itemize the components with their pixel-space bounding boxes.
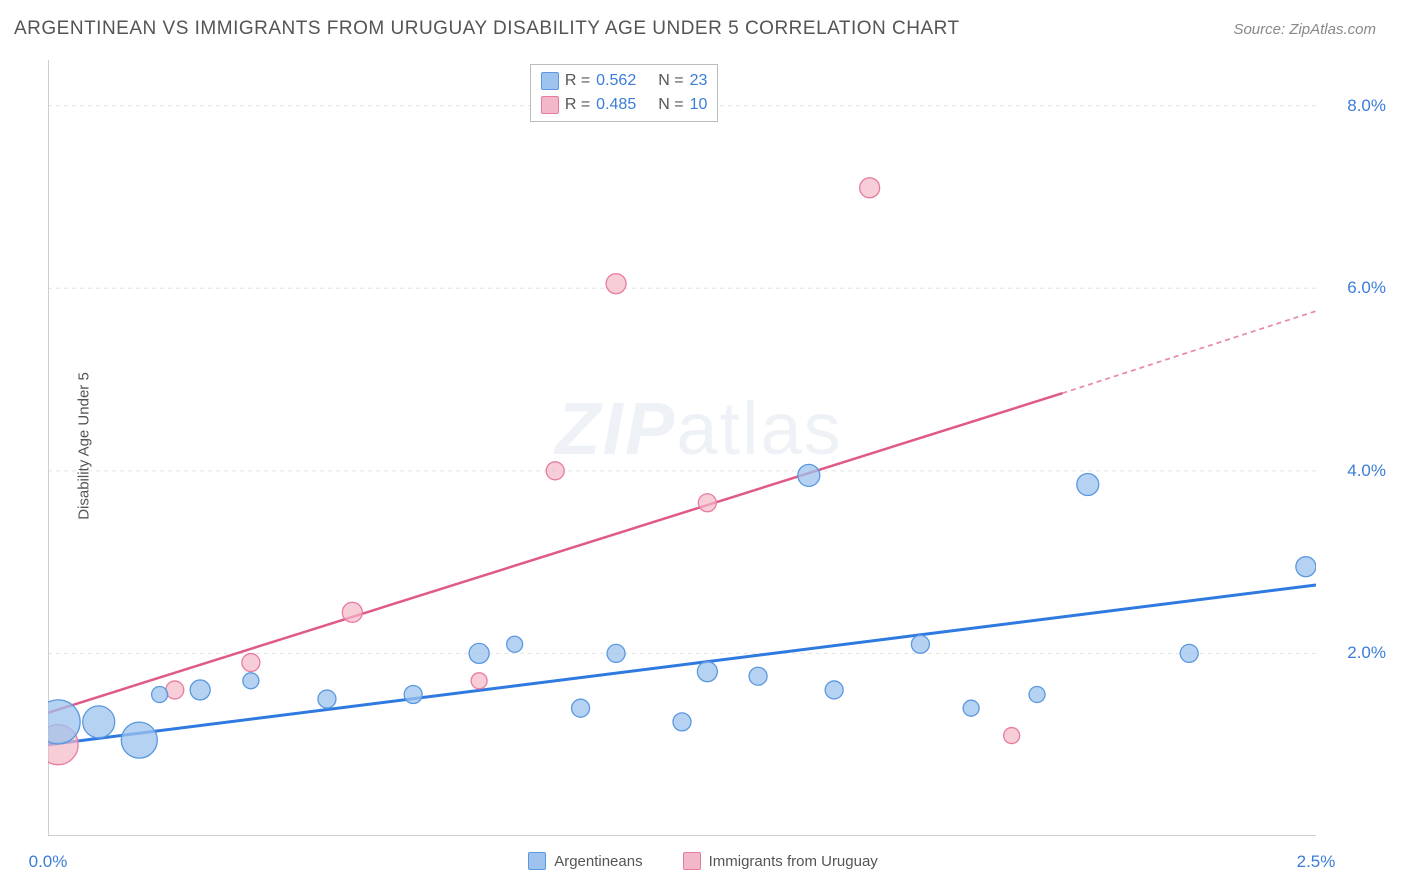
x-tick-label: 0.0% (29, 852, 68, 872)
legend-swatch-icon (528, 852, 546, 870)
correlation-legend: R = 0.562 N = 23 R = 0.485 N = 10 (530, 64, 719, 122)
scatter-chart-svg (48, 60, 1316, 836)
legend-item-argentineans: Argentineans (528, 852, 642, 870)
legend-item-uruguay: Immigrants from Uruguay (683, 852, 878, 870)
chart-area: R = 0.562 N = 23 R = 0.485 N = 10 ZIPatl… (48, 60, 1316, 836)
series-legend: Argentineans Immigrants from Uruguay (0, 852, 1406, 870)
r-value: 0.485 (596, 93, 636, 117)
legend-row-argentineans: R = 0.562 N = 23 (541, 69, 708, 93)
legend-label: Argentineans (554, 853, 642, 870)
source-label: Source: ZipAtlas.com (1233, 21, 1376, 38)
y-tick-label: 6.0% (1347, 278, 1386, 298)
y-tick-label: 4.0% (1347, 461, 1386, 481)
n-value: 23 (690, 69, 708, 93)
n-value: 10 (690, 93, 708, 117)
y-tick-label: 8.0% (1347, 96, 1386, 116)
legend-swatch-icon (541, 72, 559, 90)
legend-row-uruguay: R = 0.485 N = 10 (541, 93, 708, 117)
chart-title: ARGENTINEAN VS IMMIGRANTS FROM URUGUAY D… (14, 18, 960, 40)
legend-swatch-icon (683, 852, 701, 870)
x-tick-label: 2.5% (1297, 852, 1336, 872)
r-value: 0.562 (596, 69, 636, 93)
legend-swatch-icon (541, 96, 559, 114)
y-tick-label: 2.0% (1347, 643, 1386, 663)
legend-label: Immigrants from Uruguay (709, 853, 878, 870)
